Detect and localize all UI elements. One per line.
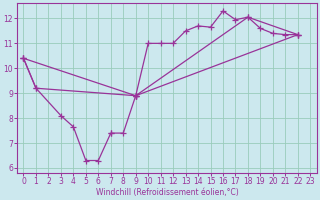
- X-axis label: Windchill (Refroidissement éolien,°C): Windchill (Refroidissement éolien,°C): [96, 188, 238, 197]
